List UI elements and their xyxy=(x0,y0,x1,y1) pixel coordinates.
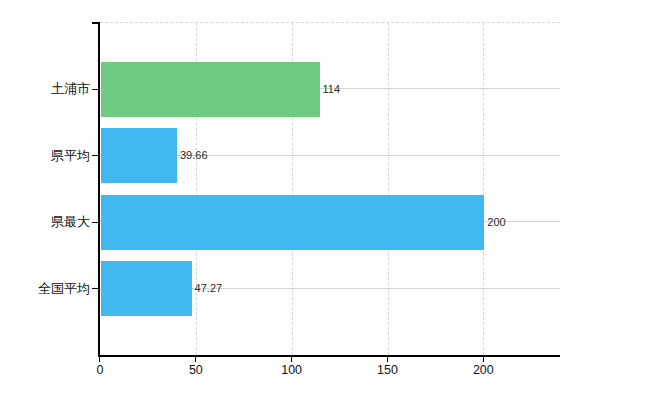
x-axis-tick xyxy=(387,357,388,362)
gridline-vertical xyxy=(483,23,485,355)
x-axis-tick-label: 200 xyxy=(463,363,503,377)
y-axis-tick xyxy=(92,155,98,156)
bar xyxy=(101,128,177,183)
bar xyxy=(101,261,192,316)
y-axis-top-tick xyxy=(92,22,98,24)
y-axis-category-label: 全国平均 xyxy=(0,281,90,297)
y-axis-tick xyxy=(92,222,98,223)
bar-chart: 114 39.66 200 47.27 土浦市県平均県最大全国平均 0 50 100 150 20… xyxy=(0,0,650,400)
y-axis-category-label: 県最大 xyxy=(0,214,90,230)
x-axis-tick xyxy=(99,357,100,362)
x-axis-tick-label: 50 xyxy=(176,363,216,377)
y-axis-tick xyxy=(92,89,98,90)
y-axis-category-label: 土浦市 xyxy=(0,81,90,97)
x-axis-tick-label: 150 xyxy=(368,363,408,377)
bar-value-label: 39.66 xyxy=(180,149,208,162)
bar-value-label: 47.27 xyxy=(195,282,223,295)
bar xyxy=(101,195,484,250)
gridline-vertical xyxy=(388,23,390,355)
y-axis-line xyxy=(98,22,100,357)
x-axis-tick xyxy=(483,357,484,362)
y-axis-category-label: 県平均 xyxy=(0,148,90,164)
x-axis-tick xyxy=(195,357,196,362)
bar xyxy=(101,62,320,117)
x-axis-tick-label: 0 xyxy=(80,363,120,377)
x-axis-line xyxy=(98,355,560,357)
x-axis-tick-label: 100 xyxy=(272,363,312,377)
x-axis-tick xyxy=(291,357,292,362)
bar-value-label: 200 xyxy=(487,216,505,229)
bar-value-label: 114 xyxy=(323,83,341,96)
y-axis-tick xyxy=(92,288,98,289)
plot-top-border xyxy=(100,22,560,24)
